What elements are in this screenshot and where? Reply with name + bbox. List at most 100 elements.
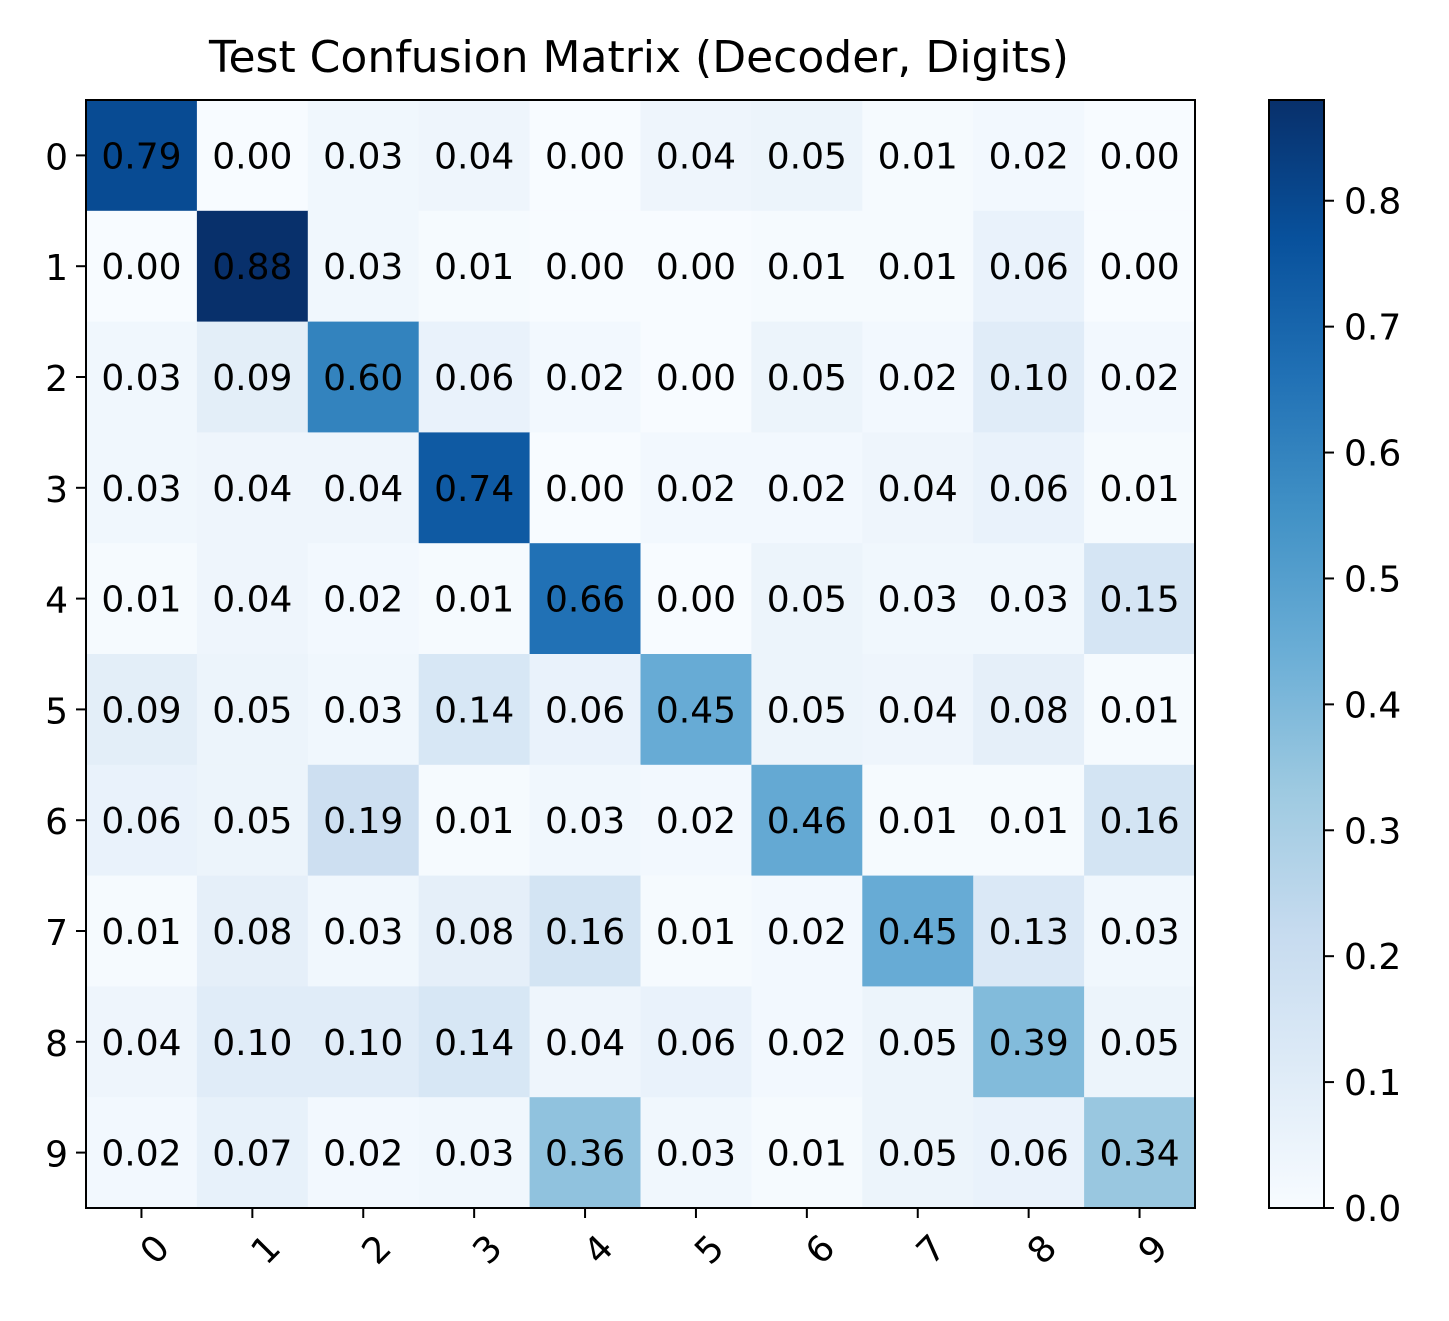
cell-value-label: 0.00 xyxy=(212,136,292,177)
cell-value-label: 0.01 xyxy=(878,136,958,177)
cell-value-label: 0.08 xyxy=(212,912,292,953)
colorbar-tick-label: 0.2 xyxy=(1344,937,1401,978)
heatmap-cell xyxy=(529,875,642,987)
heatmap-cell xyxy=(86,100,198,212)
x-tick-label: 4 xyxy=(576,1227,621,1272)
cell-value-label: 0.45 xyxy=(878,912,958,953)
cell-value-label: 0.02 xyxy=(767,1023,847,1064)
cell-value-label: 0.14 xyxy=(434,1023,514,1064)
heatmap-cell xyxy=(196,210,309,323)
heatmap-cell xyxy=(862,210,974,323)
cell-value-label: 0.03 xyxy=(323,247,403,288)
cell-value-label: 0.05 xyxy=(1099,1023,1179,1064)
cell-value-label: 0.02 xyxy=(323,580,403,621)
cell-value-label: 0.05 xyxy=(767,690,847,731)
cell-value-label: 0.00 xyxy=(545,136,625,177)
cell-value-label: 0.19 xyxy=(323,801,403,842)
cell-value-label: 0.00 xyxy=(101,247,181,288)
heatmap-cell xyxy=(418,1097,531,1209)
cell-value-label: 0.04 xyxy=(212,580,292,621)
cell-value-label: 0.00 xyxy=(656,358,736,399)
cell-value-label: 0.02 xyxy=(545,358,625,399)
cell-value-label: 0.05 xyxy=(767,136,847,177)
x-tick-label: 5 xyxy=(687,1227,732,1272)
heatmap-cell xyxy=(86,764,198,877)
heatmap-cell xyxy=(307,1097,420,1209)
cell-value-label: 0.39 xyxy=(989,1023,1069,1064)
cell-value-label: 0.02 xyxy=(989,136,1069,177)
heatmap-cell xyxy=(1084,321,1196,433)
cell-value-label: 0.16 xyxy=(1099,801,1179,842)
cell-value-label: 0.05 xyxy=(767,580,847,621)
cell-value-label: 0.02 xyxy=(323,1134,403,1175)
cell-value-label: 0.01 xyxy=(434,580,514,621)
cell-value-label: 0.06 xyxy=(989,1134,1069,1175)
heatmap-cell xyxy=(973,210,1085,323)
colorbar-gradient xyxy=(1269,100,1324,1208)
heatmap-cell xyxy=(640,1097,752,1209)
heatmap-cell xyxy=(418,210,531,323)
heatmap-cell xyxy=(196,432,309,544)
cell-value-label: 0.01 xyxy=(878,247,958,288)
heatmap-cell xyxy=(1084,764,1196,877)
heatmap-cell xyxy=(862,986,974,1098)
cell-value-label: 0.01 xyxy=(767,1134,847,1175)
y-tick-label: 9 xyxy=(45,1135,68,1176)
heatmap-cell xyxy=(973,764,1085,877)
plot-frame xyxy=(85,99,1196,1209)
cell-value-label: 0.01 xyxy=(101,580,181,621)
heatmap-cell xyxy=(418,986,531,1098)
heatmap-cell xyxy=(973,432,1085,544)
cell-value-label: 0.16 xyxy=(545,912,625,953)
heatmap-cell xyxy=(418,654,531,766)
heatmap-cell xyxy=(751,321,863,433)
cell-value-label: 0.01 xyxy=(989,801,1069,842)
cell-value-label: 0.88 xyxy=(212,247,292,288)
x-tick-label: 1 xyxy=(244,1227,289,1272)
cell-value-label: 0.02 xyxy=(878,358,958,399)
heatmap-cell xyxy=(973,100,1085,212)
cell-value-label: 0.34 xyxy=(1099,1134,1179,1175)
y-tick-label: 5 xyxy=(45,691,68,732)
cell-value-labels: 0.79 0.00 0.03 0.04 0.00 0.04 0.05 0.01 0.02 0.00… xyxy=(101,136,1179,1174)
cell-value-label: 0.02 xyxy=(656,469,736,510)
heatmap-cell xyxy=(862,100,974,212)
heatmap-cell xyxy=(529,1097,642,1209)
heatmap-cell xyxy=(196,986,309,1098)
cell-value-label: 0.01 xyxy=(656,912,736,953)
heatmap-cell xyxy=(1084,1097,1196,1209)
cell-value-label: 0.03 xyxy=(323,690,403,731)
cell-value-label: 0.04 xyxy=(434,136,514,177)
heatmap-cells xyxy=(86,100,1196,1209)
heatmap-cell xyxy=(973,654,1085,766)
cell-value-label: 0.05 xyxy=(878,1023,958,1064)
cell-value-label: 0.04 xyxy=(545,1023,625,1064)
heatmap-cell xyxy=(529,432,642,544)
colorbar-tick-label: 0.3 xyxy=(1344,811,1401,852)
cell-value-label: 0.14 xyxy=(434,690,514,731)
cell-value-label: 0.00 xyxy=(545,469,625,510)
y-tick-label: 6 xyxy=(45,802,68,843)
cell-value-label: 0.00 xyxy=(1099,247,1179,288)
heatmap-cell xyxy=(862,875,974,987)
heatmap-cell xyxy=(1084,986,1196,1098)
heatmap-cell xyxy=(529,764,642,877)
cell-value-label: 0.46 xyxy=(767,801,847,842)
heatmap-cell xyxy=(973,1097,1085,1209)
colorbar-tick-label: 0.8 xyxy=(1344,182,1401,223)
y-axis: 0 1 2 3 4 5 6 7 8 9 xyxy=(45,137,86,1176)
y-tick-label: 7 xyxy=(45,913,68,954)
cell-value-label: 0.10 xyxy=(323,1023,403,1064)
heatmap-cell xyxy=(751,432,863,544)
y-tick-label: 4 xyxy=(45,581,68,622)
heatmap-cell xyxy=(1084,210,1196,323)
heatmap-cell xyxy=(1084,654,1196,766)
x-tick-label: 8 xyxy=(1020,1227,1065,1272)
heatmap-cell xyxy=(751,986,863,1098)
colorbar-frame xyxy=(1268,99,1325,1209)
heatmap-cell xyxy=(529,543,642,655)
heatmap-cell xyxy=(862,764,974,877)
cell-value-label: 0.06 xyxy=(989,247,1069,288)
heatmap-cell xyxy=(86,321,198,433)
